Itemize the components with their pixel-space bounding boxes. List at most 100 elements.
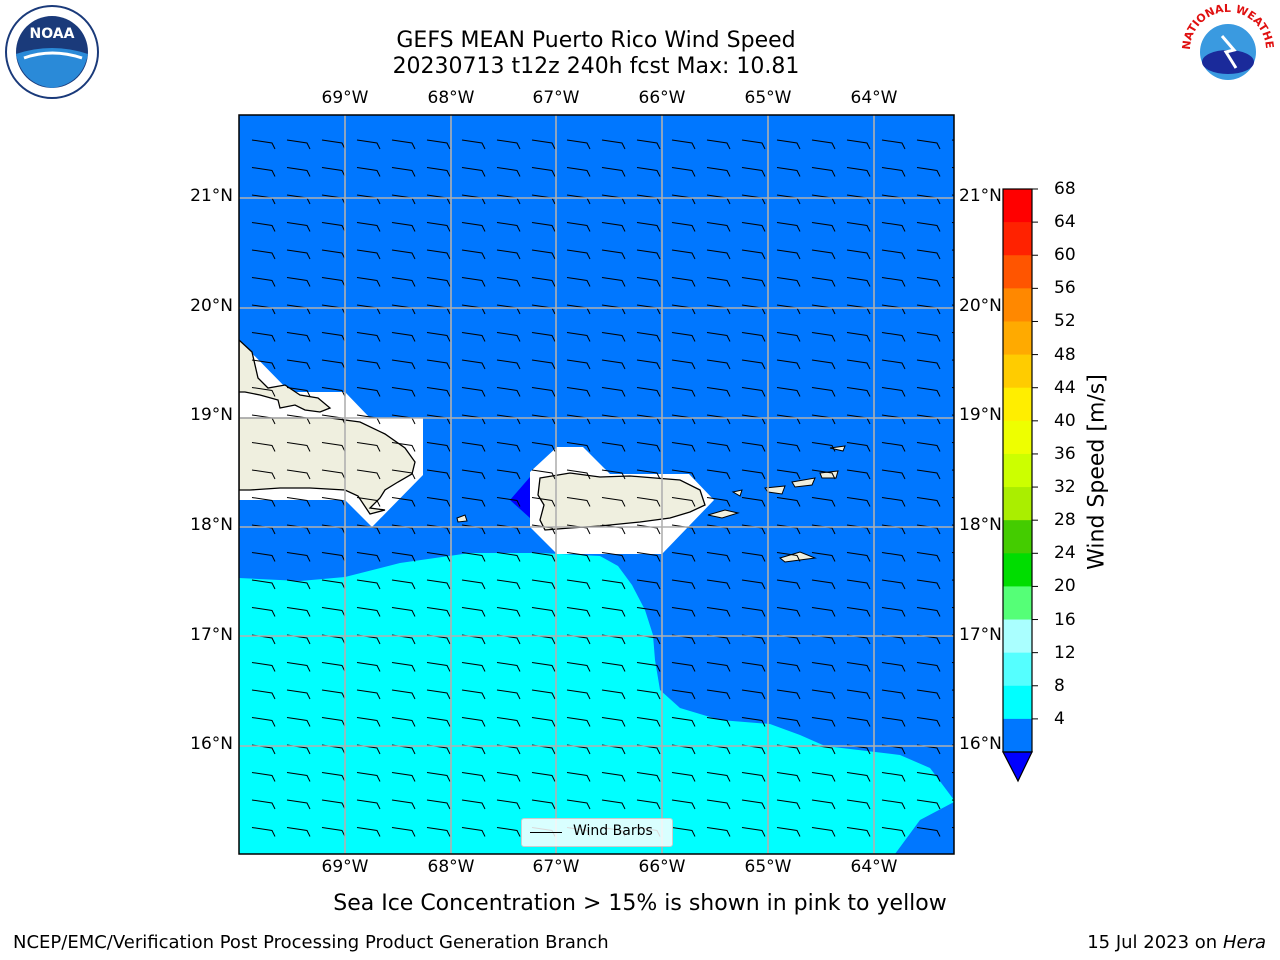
wind-barb	[566, 497, 591, 507]
colorbar-segment	[1003, 354, 1032, 389]
wind-barb	[671, 359, 696, 370]
colorbar-title: Wind Speed [m/s]	[1084, 374, 1110, 570]
wind-barb	[776, 827, 801, 837]
colorbar-segment	[1003, 553, 1032, 587]
wind-barb	[636, 222, 661, 232]
wind-barb	[496, 524, 521, 535]
wind-barb	[601, 442, 626, 452]
wind-barb	[636, 167, 661, 177]
lon-label-top: 65°W	[744, 88, 792, 108]
wind-barb	[776, 689, 801, 700]
wind-barb	[706, 332, 731, 342]
wind-barb	[811, 717, 836, 727]
wind-barb	[916, 662, 941, 672]
colorbar-tick-label: 40	[1054, 410, 1076, 431]
lat-label-left: 19°N	[190, 405, 233, 425]
colorbar-tick-label: 48	[1054, 344, 1076, 365]
wind-barb	[951, 414, 954, 416]
wind-barb	[461, 607, 486, 617]
wind-barb	[811, 139, 836, 150]
colorbar-under-triangle	[1002, 751, 1033, 783]
wind-barb	[741, 607, 766, 617]
wind-barb	[636, 469, 661, 480]
chart-title-line1: GEFS MEAN Puerto Rico Wind Speed	[396, 28, 796, 53]
wind-barb	[286, 442, 311, 452]
wind-barb	[951, 524, 954, 526]
wind-barb	[251, 469, 276, 480]
wind-barb	[566, 799, 591, 810]
colorbar-segment	[1003, 387, 1032, 422]
wind-barb	[566, 359, 591, 370]
wind-barb	[741, 469, 766, 480]
wind-barb	[461, 689, 486, 700]
wind-barb	[881, 497, 906, 507]
wind-barb	[566, 662, 591, 672]
wind-barb	[846, 497, 871, 507]
lat-label-left: 17°N	[190, 625, 233, 645]
wind-barb	[286, 827, 311, 837]
wind-barb	[881, 387, 906, 397]
wind-barb	[566, 689, 591, 700]
wind-barb	[356, 442, 381, 452]
wind-barb	[671, 497, 696, 507]
wind-barb	[391, 799, 416, 810]
wind-barb	[286, 799, 311, 810]
wind-barb	[741, 442, 766, 452]
wind-barb	[321, 799, 346, 810]
wind-barb	[846, 799, 871, 810]
wind-barb	[636, 772, 661, 782]
wind-barb	[951, 772, 954, 774]
wind-barb	[636, 552, 661, 562]
wind-barb	[426, 579, 451, 590]
wind-barb	[426, 662, 451, 672]
wind-barb	[636, 332, 661, 342]
wind-barb	[461, 277, 486, 287]
wind-barb	[531, 442, 556, 452]
wind-barb	[671, 249, 696, 260]
wind-barb	[881, 249, 906, 260]
wind-barb	[741, 689, 766, 700]
wind-barb	[531, 799, 556, 810]
wind-barb	[916, 717, 941, 727]
wind-barb	[601, 662, 626, 672]
wind-barb	[531, 524, 556, 535]
wind-barb	[881, 469, 906, 480]
wind-barb	[251, 332, 276, 342]
lat-label-right: 17°N	[959, 625, 1002, 645]
wind-barb	[566, 469, 591, 480]
wind-barb	[566, 442, 591, 452]
wind-barb	[566, 579, 591, 590]
wind-barb	[671, 167, 696, 177]
wind-barb	[426, 772, 451, 782]
colorbar-segment	[1003, 586, 1032, 621]
wind-barb	[916, 277, 941, 287]
sea-ice-note: Sea Ice Concentration > 15% is shown in …	[333, 891, 947, 916]
wind-barb	[461, 717, 486, 727]
wind-barb	[671, 387, 696, 397]
wind-barb	[881, 772, 906, 782]
wind-barb	[776, 772, 801, 782]
wind-barb	[251, 662, 276, 672]
wind-barb	[391, 332, 416, 342]
wind-barb	[321, 387, 346, 397]
lon-label-top: 66°W	[638, 88, 686, 108]
wind-barb	[391, 579, 416, 590]
wind-barb	[426, 249, 451, 260]
wind-barb	[356, 167, 381, 177]
wind-barb	[426, 607, 451, 617]
wind-barb	[776, 717, 801, 727]
wind-barb	[636, 249, 661, 260]
wind-barb	[741, 772, 766, 782]
wind-barb	[461, 772, 486, 782]
wind-barb	[391, 524, 416, 535]
wind-barb	[811, 442, 836, 452]
wind-barb	[601, 222, 626, 232]
wind-barb	[321, 332, 346, 342]
lon-label-bottom: 68°W	[427, 857, 475, 877]
lon-label-bottom: 64°W	[850, 857, 898, 877]
wind-barb	[811, 579, 836, 590]
wind-barb	[566, 167, 591, 177]
wind-barb	[811, 799, 836, 810]
wind-barb	[706, 277, 731, 287]
wind-barb	[916, 579, 941, 590]
